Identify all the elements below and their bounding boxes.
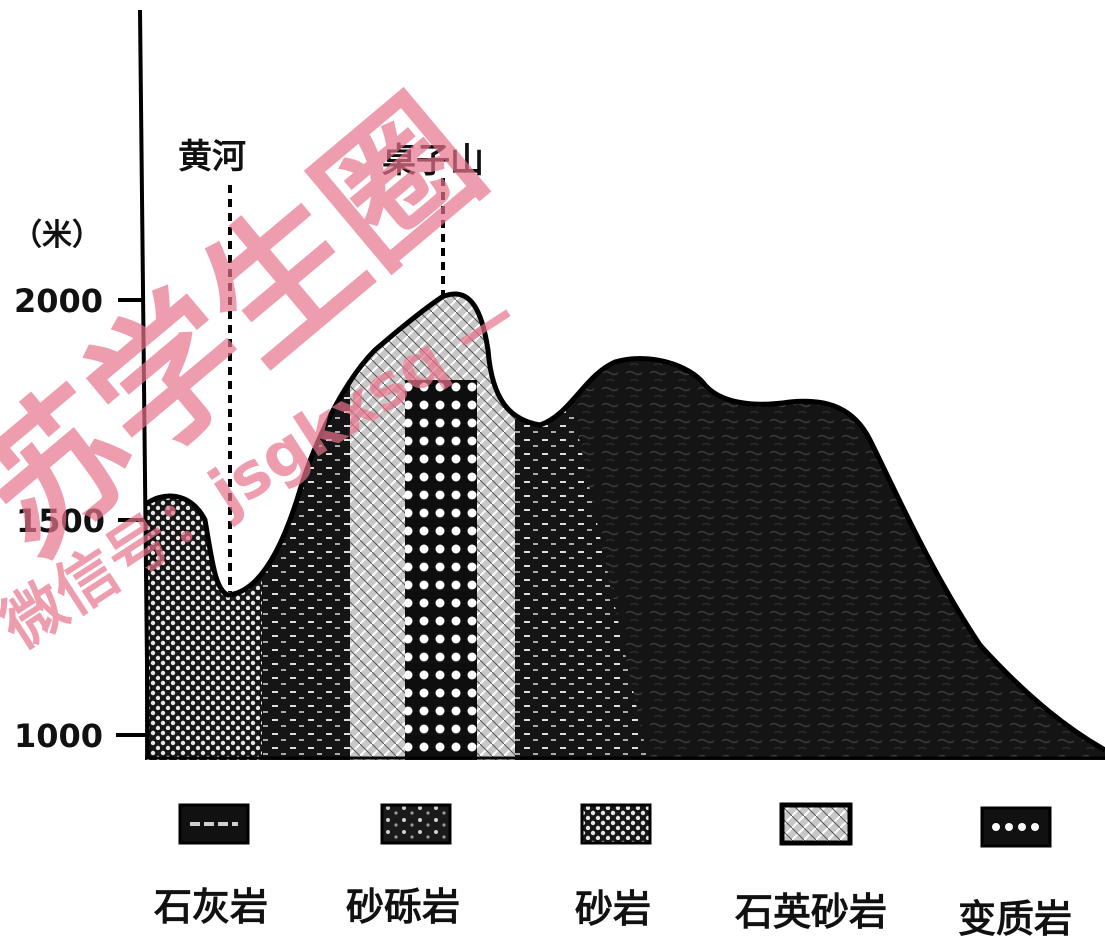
y-tick-label-1000: 1000	[14, 717, 103, 755]
peak-label: 桌子山	[382, 141, 484, 181]
legend-item-quartz-sandstone: 石英砂岩	[735, 802, 887, 934]
y-axis-line	[138, 9, 150, 759]
legend-item-conglomerate: 砂砾岩	[346, 803, 460, 929]
legend-swatch-quartz-sandstone	[779, 802, 853, 846]
legend: 石灰岩 砂砾岩 砂岩 石英砂岩 变质岩	[154, 802, 1072, 941]
legend-label-sandstone: 砂岩	[575, 887, 651, 931]
legend-swatch-conglomerate	[380, 803, 452, 845]
y-tick-label-1500: 1500	[16, 502, 105, 540]
legend-item-metamorphic: 变质岩	[958, 806, 1072, 941]
layer-metamorphic	[405, 380, 477, 760]
legend-item-sandstone: 砂岩	[575, 803, 652, 931]
y-axis-unit: （米）	[12, 218, 102, 253]
river-label: 黄河	[178, 137, 246, 177]
legend-label-conglomerate: 砂砾岩	[346, 885, 460, 929]
legend-label-metamorphic: 变质岩	[958, 897, 1072, 941]
legend-item-limestone: 石灰岩	[154, 803, 268, 929]
y-tick-label-2000: 2000	[14, 282, 103, 320]
terrain-outline	[143, 291, 1105, 753]
legend-swatch-sandstone	[580, 803, 652, 845]
legend-label-limestone: 石灰岩	[154, 885, 268, 929]
legend-label-quartz-sandstone: 石英砂岩	[735, 890, 887, 934]
